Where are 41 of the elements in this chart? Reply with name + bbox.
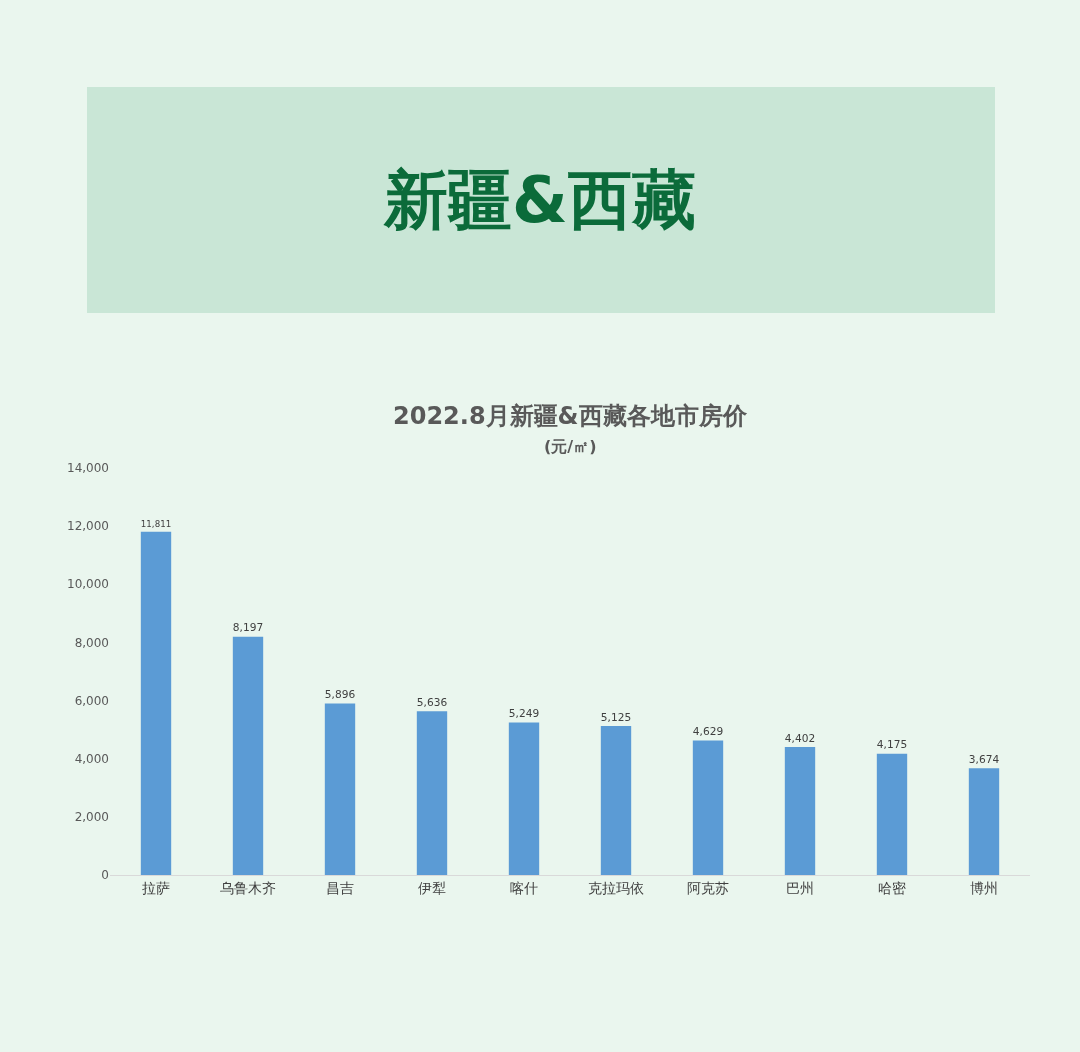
data-label: 11,811 [140,518,172,529]
bar [416,711,448,875]
x-tick-label: 伊犁 [418,879,446,896]
x-tick-label: 巴州 [786,879,814,896]
y-tick-label: 12,000 [67,519,109,534]
bar [968,768,1000,875]
data-label: 5,896 [324,688,356,701]
y-tick-label: 10,000 [67,577,109,592]
x-tick-label: 乌鲁木齐 [220,879,276,896]
x-tick-label: 拉萨 [142,879,170,896]
data-label: 4,402 [784,731,816,744]
x-tick-label: 哈密 [878,879,906,896]
bar [600,726,632,875]
bar [232,636,264,875]
x-tick-label: 博州 [970,879,998,896]
chart-subtitle: 2022.8月新疆&西藏各地市房价 [393,402,748,430]
x-tick-label: 克拉玛依 [588,879,644,896]
x-tick-label: 阿克苏 [687,879,729,896]
data-label: 3,674 [968,752,1000,765]
y-tick-label: 2,000 [74,810,109,825]
bar [324,703,356,875]
y-tick-label: 14,000 [67,461,109,476]
chart-title: 新疆&西藏 [383,163,696,238]
x-tick-label: 昌吉 [326,879,354,896]
data-label: 5,249 [508,706,540,719]
bar [140,531,172,875]
y-tick-label: 0 [101,868,109,883]
data-label: 5,636 [416,695,448,708]
bar [508,722,540,875]
y-tick-label: 4,000 [74,751,109,766]
bar [692,740,724,875]
data-label: 4,629 [692,724,724,737]
text: (元/㎡) [544,437,597,456]
data-label: 5,125 [600,710,632,723]
data-label: 4,175 [876,738,908,751]
data-label: 8,197 [232,621,264,634]
bar [876,753,908,875]
x-tick-label: 喀什 [510,879,538,896]
y-tick-label: 6,000 [74,693,109,708]
y-tick-label: 8,000 [74,635,109,650]
bar [784,747,816,875]
